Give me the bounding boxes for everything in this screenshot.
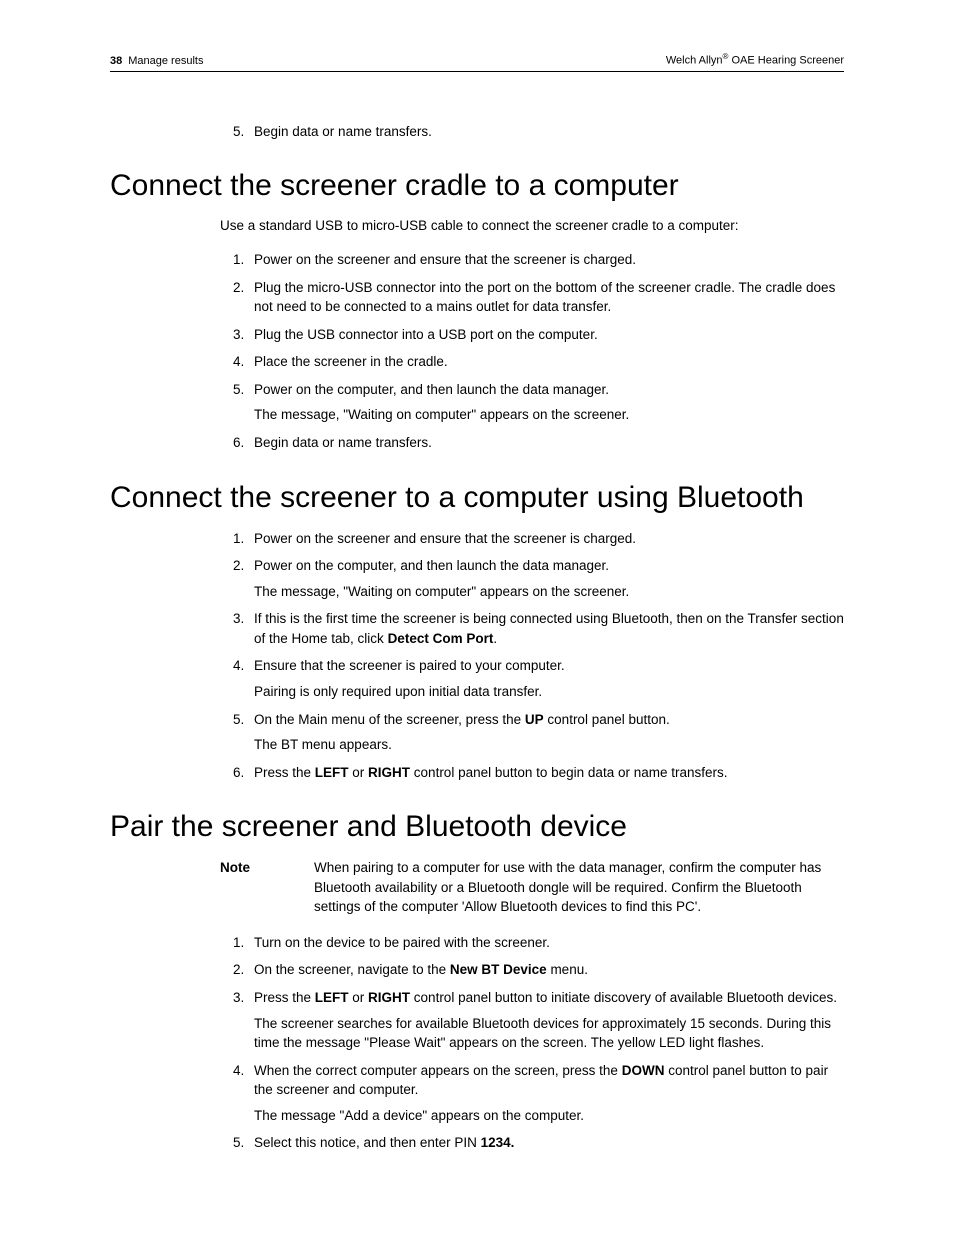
step-text: Turn on the device to be paired with the… (254, 935, 550, 950)
list-item: Plug the USB connector into a USB port o… (248, 325, 844, 345)
step-text: If this is the first time the screener i… (254, 611, 844, 646)
step-text: control panel button. (544, 712, 670, 727)
list-item: When the correct computer appears on the… (248, 1061, 844, 1126)
brand-name: Welch Allyn (666, 55, 723, 67)
list-item: Turn on the device to be paired with the… (248, 933, 844, 953)
note-block: Note When pairing to a computer for use … (220, 858, 844, 917)
step-subtext: The message "Add a device" appears on th… (254, 1106, 844, 1126)
section3-content: Note When pairing to a computer for use … (220, 858, 844, 1153)
step-text: control panel button to begin data or na… (410, 765, 727, 780)
bold-text: RIGHT (368, 765, 410, 780)
section2-steps: Power on the screener and ensure that th… (220, 529, 844, 783)
step-text: Press the (254, 765, 315, 780)
section2-content: Power on the screener and ensure that th… (220, 529, 844, 783)
bold-text: Detect Com Port (388, 631, 494, 646)
step-text: Begin data or name transfers. (254, 124, 432, 139)
list-item: Plug the micro-USB connector into the po… (248, 278, 844, 317)
note-label: Note (220, 858, 314, 917)
list-item: On the Main menu of the screener, press … (248, 710, 844, 755)
header-left: 38 Manage results (110, 55, 203, 67)
step-text: Place the screener in the cradle. (254, 354, 448, 369)
bold-text: LEFT (315, 765, 349, 780)
list-item: Power on the screener and ensure that th… (248, 529, 844, 549)
step-subtext: Pairing is only required upon initial da… (254, 682, 844, 702)
step-text: Ensure that the screener is paired to yo… (254, 658, 565, 673)
list-item: Ensure that the screener is paired to yo… (248, 656, 844, 701)
document-page: 38 Manage results Welch Allyn® OAE Heari… (0, 0, 954, 1235)
step-text: or (349, 765, 369, 780)
step-text: On the Main menu of the screener, press … (254, 712, 525, 727)
section1-steps: Power on the screener and ensure that th… (220, 250, 844, 453)
step-text: control panel button to initiate discove… (410, 990, 837, 1005)
list-item: Place the screener in the cradle. (248, 352, 844, 372)
section1-content: Use a standard USB to micro-USB cable to… (220, 217, 844, 452)
page-header: 38 Manage results Welch Allyn® OAE Heari… (110, 52, 844, 67)
header-rule (110, 71, 844, 72)
product-name: OAE Hearing Screener (728, 55, 844, 67)
section3-steps: Turn on the device to be paired with the… (220, 933, 844, 1153)
step-text: Select this notice, and then enter PIN (254, 1135, 481, 1150)
bold-text: RIGHT (368, 990, 410, 1005)
header-section: Manage results (128, 55, 203, 67)
bold-text: New BT Device (450, 962, 547, 977)
section1-intro: Use a standard USB to micro-USB cable to… (220, 217, 844, 236)
step-text: On the screener, navigate to the (254, 962, 450, 977)
list-item: Begin data or name transfers. (248, 433, 844, 453)
step-subtext: The BT menu appears. (254, 735, 844, 755)
step-text: Power on the computer, and then launch t… (254, 558, 609, 573)
note-text: When pairing to a computer for use with … (314, 858, 844, 917)
page-number: 38 (110, 55, 122, 67)
step-text: menu. (547, 962, 588, 977)
step-subtext: The message, "Waiting on computer" appea… (254, 582, 844, 602)
list-item: On the screener, navigate to the New BT … (248, 960, 844, 980)
list-item: Begin data or name transfers. (248, 122, 844, 142)
section-heading: Connect the screener cradle to a compute… (110, 169, 844, 203)
section-heading: Connect the screener to a computer using… (110, 481, 844, 515)
step-text: Plug the micro-USB connector into the po… (254, 280, 835, 315)
section-heading: Pair the screener and Bluetooth device (110, 810, 844, 844)
step-text: . (493, 631, 497, 646)
step-text: Press the (254, 990, 315, 1005)
bold-text: UP (525, 712, 544, 727)
step-text: Power on the screener and ensure that th… (254, 252, 636, 267)
step-text: or (349, 990, 369, 1005)
step-subtext: The screener searches for available Blue… (254, 1014, 844, 1053)
step-text: When the correct computer appears on the… (254, 1063, 622, 1078)
list-item: Press the LEFT or RIGHT control panel bu… (248, 763, 844, 783)
list-item: Power on the computer, and then launch t… (248, 380, 844, 425)
step-text: Begin data or name transfers. (254, 435, 432, 450)
step-text: Plug the USB connector into a USB port o… (254, 327, 598, 342)
step-subtext: The message, "Waiting on computer" appea… (254, 405, 844, 425)
bold-text: DOWN (622, 1063, 665, 1078)
header-right: Welch Allyn® OAE Hearing Screener (666, 52, 844, 67)
page-content: Begin data or name transfers. (220, 122, 844, 142)
step-text: Power on the computer, and then launch t… (254, 382, 609, 397)
list-item: Power on the screener and ensure that th… (248, 250, 844, 270)
pre-step-list: Begin data or name transfers. (220, 122, 844, 142)
step-text: Power on the screener and ensure that th… (254, 531, 636, 546)
list-item: Press the LEFT or RIGHT control panel bu… (248, 988, 844, 1053)
list-item: Power on the computer, and then launch t… (248, 556, 844, 601)
list-item: Select this notice, and then enter PIN 1… (248, 1133, 844, 1153)
bold-text: 1234. (481, 1135, 515, 1150)
list-item: If this is the first time the screener i… (248, 609, 844, 648)
bold-text: LEFT (315, 990, 349, 1005)
